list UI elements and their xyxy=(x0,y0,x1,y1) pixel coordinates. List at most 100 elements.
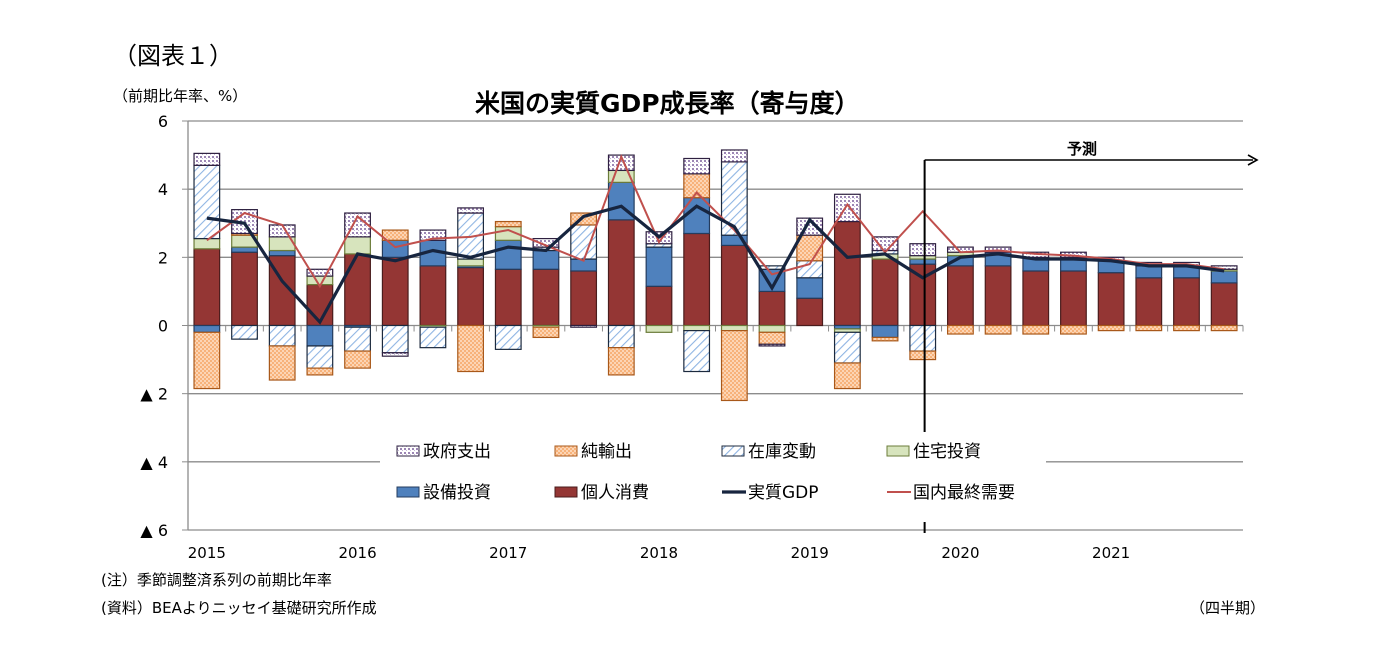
bar-stack xyxy=(457,207,484,373)
bar-stack xyxy=(1097,256,1125,332)
bar-segment xyxy=(381,256,409,327)
bar-segment xyxy=(1060,324,1087,335)
legend-swatch xyxy=(721,445,745,457)
bar-segment xyxy=(1210,282,1238,327)
x-tick-label: 2020 xyxy=(941,544,979,562)
x-tick-label: 2018 xyxy=(640,544,678,562)
bar-stack xyxy=(532,237,560,339)
legend-swatch xyxy=(554,445,578,457)
bar-segment xyxy=(457,258,484,267)
bar-segment xyxy=(645,285,673,327)
bar-segment xyxy=(720,149,748,163)
bar-stack xyxy=(1135,261,1163,332)
bar-segment xyxy=(984,324,1012,335)
bar-segment xyxy=(570,224,598,260)
bar-stack xyxy=(645,231,673,333)
bar-segment xyxy=(946,265,974,327)
bar-segment xyxy=(381,229,409,241)
bar-segment xyxy=(871,324,899,339)
bar-segment xyxy=(306,275,334,286)
bar-stack xyxy=(1173,261,1200,332)
bar-segment xyxy=(607,324,635,349)
legend-item: 設備投資 xyxy=(396,483,491,503)
bar-segment xyxy=(645,324,673,333)
bar-segment xyxy=(193,248,221,327)
bar-segment xyxy=(457,324,484,373)
bar-segment xyxy=(494,268,522,327)
bar-segment xyxy=(381,239,409,258)
y-axis-unit-label: （前期比年率、%） xyxy=(113,87,248,105)
bar-segment xyxy=(871,236,899,252)
bar-segment xyxy=(1135,324,1163,332)
bar-stack xyxy=(720,149,748,402)
bars xyxy=(193,149,1238,402)
x-axis-labels: 2015 2016 2017 2018 2019 2020 2021 xyxy=(188,544,1130,562)
bar-stack xyxy=(984,246,1012,335)
y-tick-label: 4 xyxy=(158,180,168,199)
x-tick-label: 2017 xyxy=(489,544,527,562)
bar-segment xyxy=(1210,270,1238,284)
domestic-final-demand-line xyxy=(206,154,1225,289)
legend-item: 純輸出 xyxy=(554,442,632,462)
bar-segment xyxy=(833,220,861,327)
bar-segment xyxy=(909,258,937,265)
legend-label: 国内最終需要 xyxy=(913,483,1015,503)
bar-stack xyxy=(946,246,974,335)
bar-segment xyxy=(344,236,371,255)
bar-segment xyxy=(607,347,635,376)
forecast-label: 予測 xyxy=(1067,140,1097,158)
y-tick-label: 6 xyxy=(158,112,168,131)
legend-item: 個人消費 xyxy=(554,483,649,503)
legend-item: 国内最終需要 xyxy=(887,483,1015,503)
bar-stack xyxy=(231,209,258,340)
legend-swatch xyxy=(886,445,910,457)
y-tick-label: ▲ 6 xyxy=(140,521,168,540)
legend-swatch xyxy=(396,486,420,498)
bar-segment xyxy=(306,268,334,277)
bar-segment xyxy=(344,350,371,369)
bar-stack xyxy=(1022,251,1050,335)
forecast-arrow-head xyxy=(1247,154,1259,166)
legend-label: 在庫変動 xyxy=(748,442,816,462)
bar-segment xyxy=(1210,324,1238,332)
bar-stack xyxy=(344,212,371,369)
x-axis-period-label: （四半期） xyxy=(1190,599,1266,617)
bar-segment xyxy=(419,229,447,241)
bar-stack xyxy=(1060,251,1087,335)
bar-segment xyxy=(457,266,484,327)
x-tick-label: 2019 xyxy=(791,544,829,562)
legend-swatch xyxy=(396,445,420,457)
bar-segment xyxy=(419,265,447,327)
bar-stack xyxy=(494,220,522,350)
bar-segment xyxy=(231,246,258,253)
legend-item: 住宅投資 xyxy=(886,442,981,462)
bar-segment xyxy=(720,324,748,332)
bar-segment xyxy=(570,324,598,328)
bar-segment xyxy=(306,345,334,369)
bar-segment xyxy=(984,265,1012,327)
bar-stack xyxy=(796,217,824,327)
bar-segment xyxy=(1097,324,1125,332)
bar-segment xyxy=(193,324,221,333)
bar-segment xyxy=(419,326,447,349)
bar-segment xyxy=(720,330,748,402)
bar-segment xyxy=(720,244,748,327)
legend-label: 政府支出 xyxy=(423,442,491,462)
bar-stack xyxy=(570,212,598,328)
bar-segment xyxy=(796,277,824,299)
bar-segment xyxy=(344,212,371,238)
bar-stack xyxy=(683,157,711,373)
bar-stack xyxy=(871,236,899,342)
bar-segment xyxy=(231,251,258,327)
bar-stack xyxy=(607,154,635,376)
bar-segment xyxy=(268,249,296,257)
bar-segment xyxy=(683,232,711,327)
bar-segment xyxy=(494,239,522,270)
bar-segment xyxy=(909,324,937,352)
bar-segment xyxy=(758,343,786,347)
bar-segment xyxy=(1060,270,1087,327)
bar-segment xyxy=(1135,277,1163,327)
bar-segment xyxy=(720,161,748,236)
bar-segment xyxy=(1173,324,1200,332)
